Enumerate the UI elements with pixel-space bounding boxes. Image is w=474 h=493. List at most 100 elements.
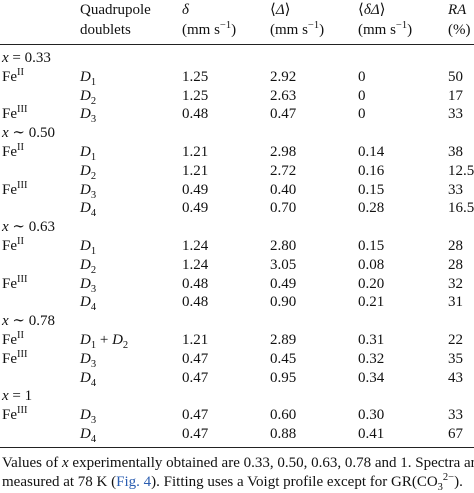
- value-cell: 0.47: [182, 350, 209, 367]
- phase: FeIII: [2, 274, 28, 293]
- value-cell: 0.49: [182, 181, 209, 198]
- value-cell: 0.90: [270, 294, 297, 311]
- phase: FeII: [2, 236, 24, 255]
- phase: FeII: [2, 66, 24, 86]
- text-part: Fe: [2, 106, 17, 123]
- text-part: (mm s: [182, 22, 220, 38]
- text-part[interactable]: Fig. 4: [116, 473, 152, 490]
- bottom-rule: [0, 447, 474, 448]
- text-part: x: [2, 50, 9, 66]
- text-part: D: [80, 369, 91, 386]
- text-part: ⟩: [379, 2, 386, 18]
- text-part: D: [80, 407, 91, 424]
- value-cell: 0.70: [270, 200, 297, 217]
- doublet: D1: [80, 68, 96, 88]
- doublet: D3: [80, 181, 97, 201]
- text-part: 2−: [442, 471, 455, 483]
- text-part: RA: [448, 2, 467, 18]
- text-part: ⟨: [358, 2, 364, 18]
- text-part: ).: [454, 473, 463, 490]
- text-part: D: [80, 68, 91, 85]
- text-part: D: [80, 294, 91, 311]
- text-part: 2: [90, 95, 97, 107]
- phase: FeII: [2, 142, 24, 161]
- text-part: ∼ 0.78: [8, 313, 55, 330]
- value-cell: 0.41: [358, 426, 385, 442]
- text-part: 3: [90, 189, 97, 201]
- text-part: 4: [90, 208, 97, 220]
- text-part: Fe: [2, 275, 17, 292]
- doublet: D3: [80, 105, 96, 125]
- group-label: x = 1: [2, 387, 32, 405]
- doublet: D3: [80, 406, 97, 427]
- doublet: D1 + D2: [80, 331, 129, 351]
- text-part: x: [2, 313, 9, 330]
- value-cell: 0.32: [358, 350, 385, 367]
- text-part: Quadrupole: [80, 2, 151, 18]
- doublet: D3: [80, 350, 97, 370]
- value-cell: 2.72: [270, 162, 297, 179]
- value-cell: 0.15: [358, 181, 385, 198]
- value-cell: 1.24: [182, 256, 209, 273]
- header-unit: (%): [448, 21, 471, 39]
- text-part: = 1: [8, 388, 33, 405]
- value-cell: 0: [358, 87, 366, 104]
- text-part: 2: [122, 340, 129, 351]
- value-cell: 1.21: [182, 332, 209, 348]
- header: Quadrupole: [80, 1, 151, 19]
- text-part: 3: [90, 358, 97, 370]
- text-part: 4: [90, 302, 97, 314]
- group-label: x = 0.33: [2, 49, 51, 67]
- value-cell: 38: [448, 144, 463, 160]
- phase: FeIII: [2, 180, 28, 199]
- text-part: 3: [437, 481, 443, 493]
- text-part: 3: [90, 283, 97, 295]
- value-cell: 1.21: [182, 144, 209, 160]
- text-part: II: [17, 66, 24, 78]
- header: ⟨δΔ⟩: [358, 1, 386, 19]
- text-part: ⟨: [270, 2, 276, 18]
- value-cell: 31: [448, 294, 463, 311]
- value-cell: 0.95: [270, 369, 297, 386]
- value-cell: 33: [448, 106, 463, 123]
- header-rule: [0, 44, 474, 45]
- text-part: 4: [90, 434, 97, 445]
- header: ⟨Δ⟩: [270, 1, 291, 19]
- text-part: 2: [90, 264, 97, 276]
- value-cell: 0.28: [358, 200, 385, 217]
- text-part: III: [17, 348, 28, 360]
- text-part: δ: [182, 2, 189, 18]
- text-part: x: [2, 219, 9, 236]
- header-unit: (mm s−1): [358, 20, 412, 39]
- text-part: (mm s: [358, 22, 396, 38]
- text-part: δΔ: [363, 2, 380, 18]
- text-part: = 0.33: [8, 50, 51, 66]
- value-cell: 2.89: [270, 332, 297, 348]
- value-cell: 2.80: [270, 238, 297, 254]
- doublet: D4: [80, 369, 96, 389]
- text-part: 3: [90, 415, 97, 427]
- value-cell: 0.08: [358, 256, 385, 273]
- caption-line: measured at 78 K (Fig. 4). Fitting uses …: [2, 471, 463, 493]
- value-cell: 32: [448, 275, 463, 292]
- doublet: D4: [80, 199, 97, 220]
- text-part: −1: [395, 20, 408, 31]
- value-cell: 0.49: [270, 275, 297, 292]
- text-part: II: [17, 236, 24, 247]
- text-part: Δ: [275, 2, 285, 18]
- text-part: D: [80, 162, 91, 179]
- value-cell: 0.49: [182, 200, 209, 217]
- text-part: x: [2, 388, 9, 405]
- phase: FeIII: [2, 105, 28, 123]
- value-cell: 0.20: [358, 275, 385, 292]
- caption-line: Values of x experimentally obtained are …: [2, 454, 474, 472]
- value-cell: 0.48: [182, 275, 209, 292]
- doublet: D2: [80, 162, 96, 182]
- text-part: D: [80, 144, 91, 160]
- value-cell: 33: [448, 407, 463, 424]
- text-part: D: [80, 200, 91, 217]
- doublet: D2: [80, 87, 97, 107]
- text-part: Fe: [2, 68, 17, 85]
- value-cell: 16.50: [448, 200, 474, 217]
